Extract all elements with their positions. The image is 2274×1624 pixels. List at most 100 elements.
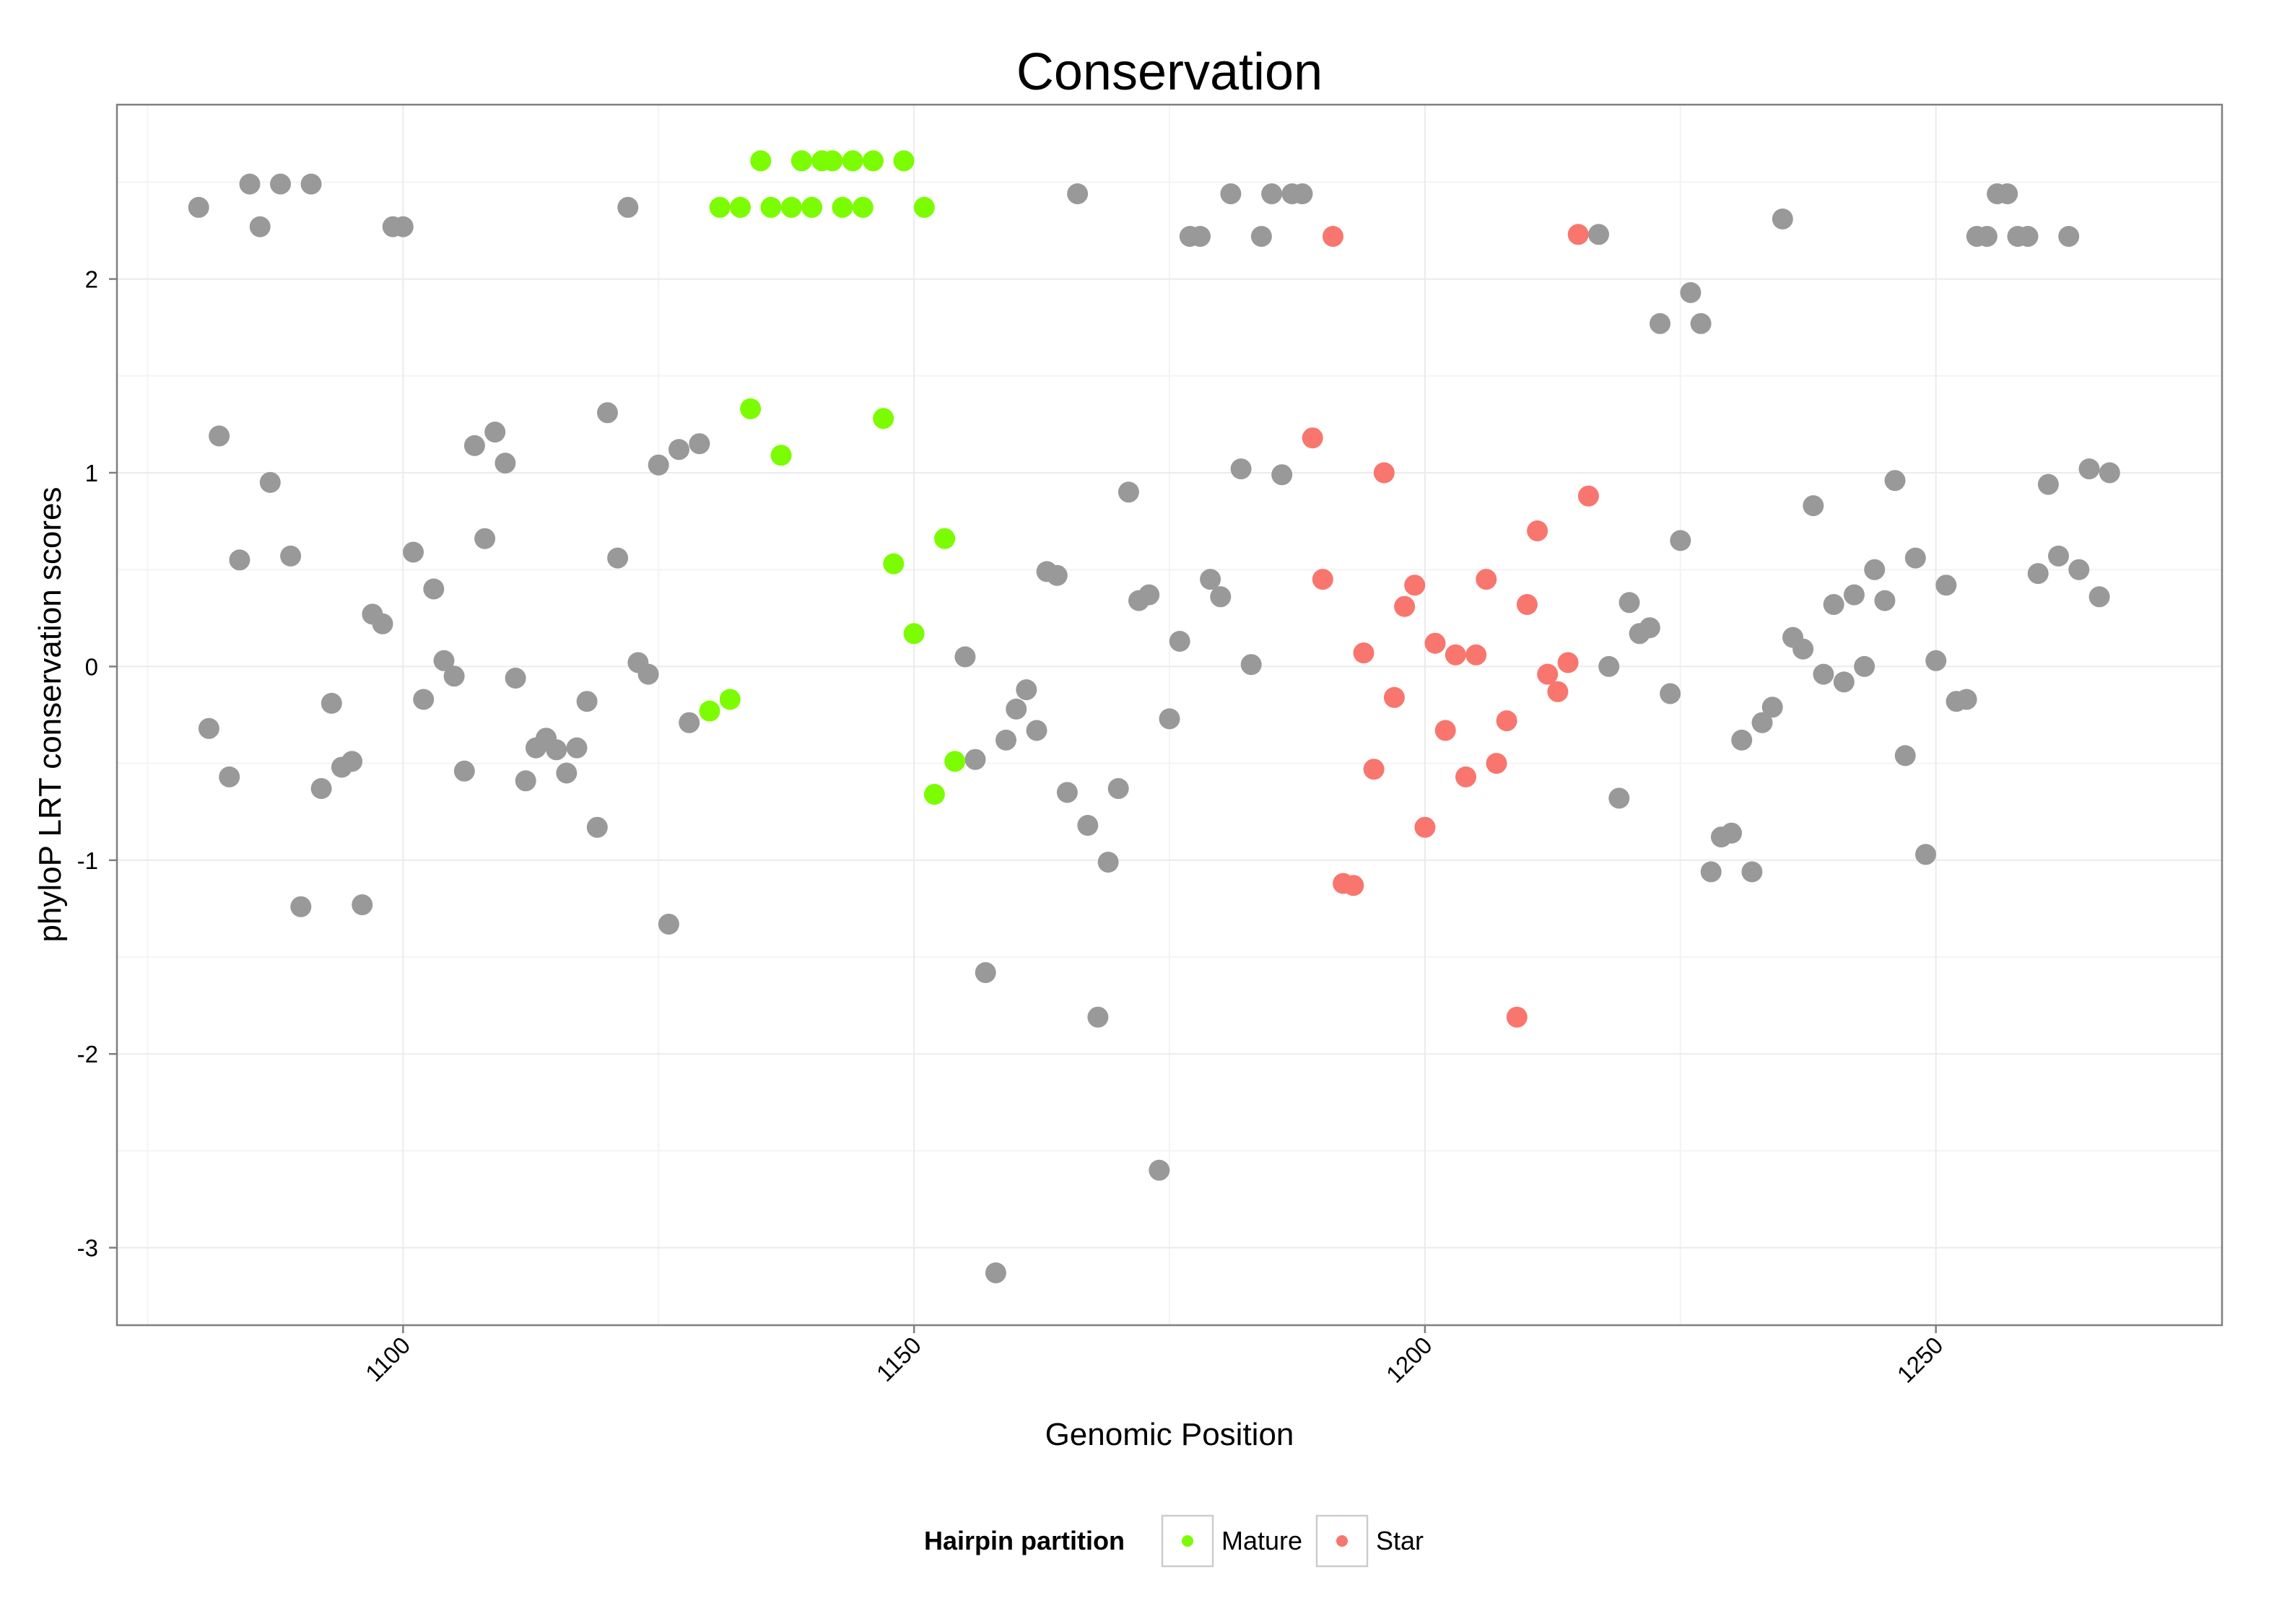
data-point-star bbox=[1506, 1006, 1528, 1028]
chart-title: Conservation bbox=[1016, 43, 1323, 101]
data-point-mature bbox=[893, 150, 915, 172]
data-point-other bbox=[1067, 183, 1089, 204]
data-point-other bbox=[1190, 226, 1211, 247]
data-point-star bbox=[1343, 875, 1364, 896]
data-point-other bbox=[1240, 654, 1262, 676]
data-point-other bbox=[689, 433, 710, 455]
data-point-star bbox=[1557, 652, 1579, 673]
data-point-other bbox=[679, 712, 700, 733]
y-tick-label: -2 bbox=[77, 1041, 98, 1068]
data-point-other bbox=[1894, 745, 1916, 767]
data-point-mature bbox=[883, 553, 905, 575]
data-point-other bbox=[1741, 861, 1763, 883]
data-point-other bbox=[546, 739, 567, 761]
data-point-other bbox=[996, 729, 1016, 751]
data-point-other bbox=[270, 173, 291, 195]
data-point-other bbox=[352, 894, 373, 915]
data-point-other bbox=[1016, 679, 1037, 701]
data-point-other bbox=[484, 422, 506, 443]
data-point-other bbox=[1874, 590, 1896, 611]
data-point-mature bbox=[842, 150, 863, 172]
data-point-other bbox=[576, 691, 598, 712]
data-point-other bbox=[1250, 226, 1272, 247]
data-point-other bbox=[1997, 183, 2018, 204]
data-point-other bbox=[1823, 594, 1844, 615]
data-point-other bbox=[1077, 815, 1099, 836]
data-point-star bbox=[1516, 594, 1538, 615]
data-point-other bbox=[209, 425, 230, 447]
data-point-mature bbox=[801, 196, 823, 218]
data-point-other bbox=[1751, 712, 1773, 733]
data-point-other bbox=[566, 737, 588, 759]
data-point-other bbox=[1261, 183, 1283, 204]
y-tick-label: 2 bbox=[85, 266, 98, 293]
data-point-other bbox=[1138, 584, 1160, 606]
y-tick-label: 1 bbox=[85, 460, 98, 486]
data-point-other bbox=[2088, 586, 2110, 608]
data-point-other bbox=[1169, 631, 1190, 652]
data-point-other bbox=[1230, 458, 1252, 480]
data-point-other bbox=[1639, 617, 1660, 639]
data-point-other bbox=[1772, 208, 1793, 230]
data-point-other bbox=[403, 541, 424, 563]
data-point-mature bbox=[740, 398, 762, 419]
data-point-star bbox=[1476, 569, 1497, 590]
legend-title: Hairpin partition bbox=[924, 1526, 1125, 1555]
data-point-other bbox=[453, 760, 475, 782]
data-point-other bbox=[280, 545, 302, 567]
data-point-other bbox=[1220, 183, 1242, 204]
data-point-star bbox=[1394, 595, 1416, 617]
data-point-other bbox=[617, 196, 639, 218]
data-point-star bbox=[1404, 575, 1426, 596]
data-point-star bbox=[1537, 663, 1559, 685]
data-point-star bbox=[1465, 644, 1487, 665]
y-tick-label: 0 bbox=[85, 653, 98, 680]
data-point-other bbox=[495, 453, 516, 474]
data-point-other bbox=[229, 549, 251, 571]
data-point-other bbox=[463, 435, 485, 456]
data-point-star bbox=[1434, 720, 1456, 741]
data-point-mature bbox=[730, 196, 751, 218]
data-point-star bbox=[1577, 485, 1599, 507]
data-point-other bbox=[1097, 852, 1119, 873]
data-point-other bbox=[1660, 683, 1681, 704]
data-point-other bbox=[239, 173, 261, 195]
data-point-mature bbox=[873, 408, 894, 429]
data-point-other bbox=[1864, 559, 1886, 580]
data-point-other bbox=[1210, 586, 1232, 608]
data-point-other bbox=[964, 748, 986, 770]
data-point-other bbox=[556, 762, 578, 784]
data-point-star bbox=[1323, 226, 1343, 247]
data-point-other bbox=[290, 896, 312, 917]
data-point-other bbox=[954, 646, 976, 668]
data-point-other bbox=[975, 962, 996, 983]
data-point-star bbox=[1312, 569, 1333, 590]
data-point-other bbox=[219, 766, 240, 787]
data-point-other bbox=[1056, 782, 1078, 803]
data-point-mature bbox=[852, 196, 874, 218]
data-point-star bbox=[1455, 766, 1476, 787]
data-point-other bbox=[1843, 584, 1865, 606]
data-point-mature bbox=[832, 196, 853, 218]
panel-border bbox=[116, 103, 2223, 1327]
data-point-other bbox=[1200, 569, 1221, 590]
data-point-other bbox=[249, 216, 271, 237]
data-point-other bbox=[1721, 822, 1742, 844]
data-point-other bbox=[2099, 462, 2120, 484]
legend-key-mature bbox=[1182, 1535, 1193, 1547]
data-point-other bbox=[2017, 226, 2039, 247]
y-tick-label: -1 bbox=[77, 847, 98, 874]
data-point-other bbox=[586, 816, 608, 838]
data-point-other bbox=[1118, 481, 1139, 503]
data-point-other bbox=[1813, 663, 1834, 685]
data-point-other bbox=[1670, 530, 1691, 551]
data-point-other bbox=[321, 692, 342, 714]
data-point-star bbox=[1486, 753, 1507, 774]
data-point-other bbox=[1608, 787, 1630, 809]
data-point-other bbox=[310, 778, 332, 799]
data-point-mature bbox=[822, 150, 843, 172]
x-axis-label: Genomic Position bbox=[1045, 1417, 1294, 1452]
legend-key-star bbox=[1336, 1535, 1348, 1547]
